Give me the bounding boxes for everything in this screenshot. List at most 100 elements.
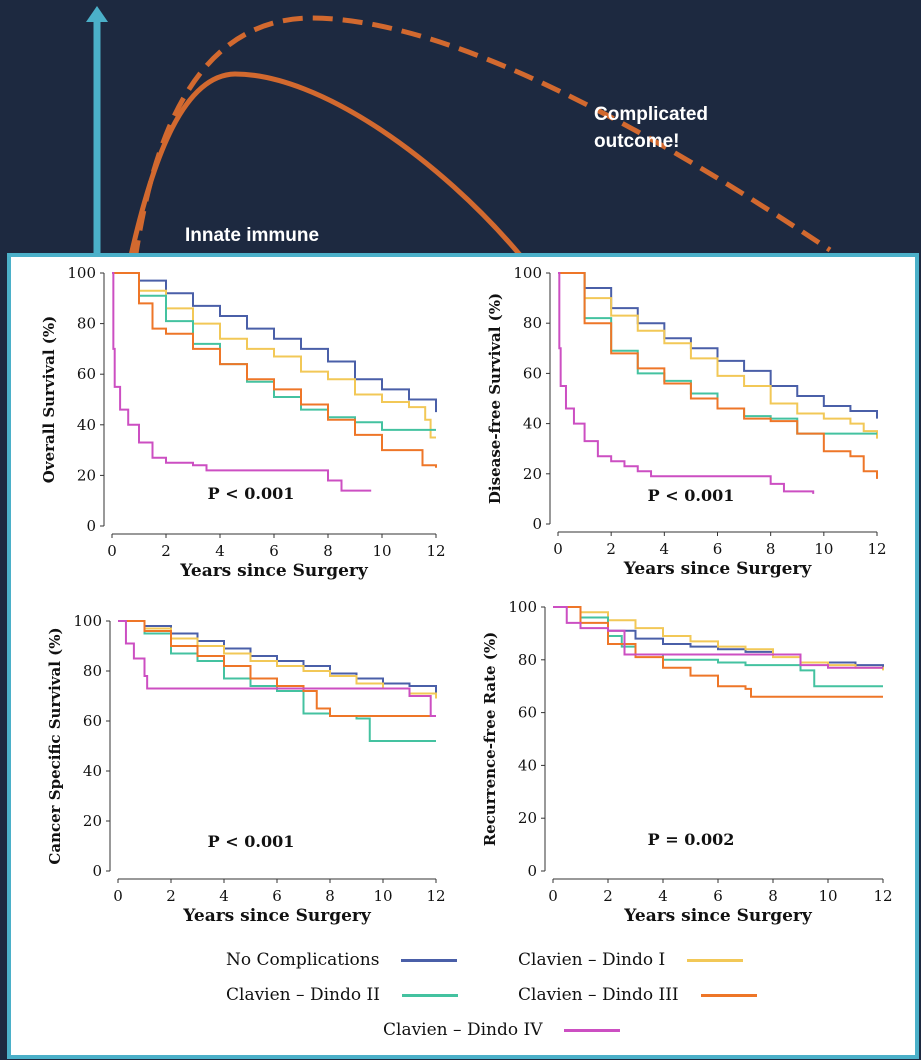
- x-tick-label: 8: [325, 887, 335, 905]
- arrow-head-icon: [86, 6, 108, 22]
- x-tick-label: 4: [215, 542, 225, 560]
- x-tick-label: 2: [606, 540, 616, 558]
- series-line-clavien-dindo-iii: [118, 620, 436, 717]
- legend-item-clavien-dindo-ii: Clavien – Dindo II: [226, 985, 458, 1005]
- x-tick-label: 2: [166, 887, 176, 905]
- series-line-clavien-dindo-iii: [112, 272, 437, 468]
- y-tick-label: 0: [86, 517, 96, 535]
- chart-2: 0 20 40 60 80 100 0 2 4 6 8 10 12 Years since Surgery…: [486, 264, 887, 579]
- legend-label: Clavien – Dindo I: [518, 950, 666, 970]
- chart-3: 0 20 40 60 80 100 0 2 4 6 8 10 12 Years since Surgery…: [46, 612, 446, 926]
- y-tick-label: 100: [508, 598, 537, 616]
- legend-swatch: [564, 1028, 621, 1032]
- p-value-annotation: P < 0.001: [208, 832, 295, 851]
- complicated-outcome-label: Complicated outcome!: [594, 104, 709, 152]
- x-tick-label: 4: [660, 540, 670, 558]
- p-value-annotation: P < 0.001: [208, 484, 295, 503]
- y-tick-label: 40: [77, 416, 96, 434]
- x-tick-label: 0: [553, 540, 563, 558]
- y-tick-label: 100: [73, 612, 102, 630]
- x-tick-label: 12: [867, 540, 886, 558]
- y-tick-label: 0: [527, 862, 537, 880]
- p-value-annotation: P = 0.002: [648, 830, 735, 849]
- x-tick-label: 6: [713, 887, 723, 905]
- y-tick-label: 40: [83, 762, 102, 780]
- x-tick-label: 10: [373, 887, 392, 905]
- legend-swatch: [700, 993, 757, 997]
- x-tick-label: 6: [269, 542, 279, 560]
- y-tick-label: 80: [523, 314, 542, 332]
- y-tick-label: 60: [523, 364, 542, 382]
- legend-label: No Complications: [226, 950, 380, 970]
- y-tick-label: 100: [513, 264, 542, 282]
- legend-swatch: [401, 993, 458, 997]
- innate-immune-label: Innate immune: [185, 225, 320, 246]
- x-tick-label: 0: [113, 887, 123, 905]
- legend-item-clavien-dindo-i: Clavien – Dindo I: [518, 950, 744, 970]
- x-tick-label: 4: [219, 887, 229, 905]
- x-tick-label: 6: [713, 540, 723, 558]
- legend-swatch: [401, 958, 458, 962]
- x-tick-label: 0: [548, 887, 558, 905]
- series-line-clavien-dindo-iii: [553, 606, 883, 698]
- y-tick-label: 20: [518, 809, 537, 827]
- series-line-no-complications: [553, 606, 884, 668]
- x-axis-label: Years since Surgery: [623, 559, 813, 579]
- legend-label: Clavien – Dindo II: [226, 985, 380, 1005]
- y-tick-label: 0: [92, 862, 102, 880]
- series-line-clavien-dindo-iii: [558, 272, 878, 479]
- x-tick-label: 2: [161, 542, 171, 560]
- x-axis-label: Years since Surgery: [623, 906, 813, 926]
- y-tick-label: 20: [523, 465, 542, 483]
- chart-4: 0 20 40 60 80 100 0 2 4 6 8 10 12 Years since Surgery…: [481, 598, 893, 926]
- legend-item-clavien-dindo-iv: Clavien – Dindo IV: [383, 1020, 621, 1040]
- x-tick-label: 4: [658, 887, 668, 905]
- x-tick-label: 8: [768, 887, 778, 905]
- y-axis-label: Recurrence-free Rate (%): [481, 632, 499, 847]
- legend-item-clavien-dindo-iii: Clavien – Dindo III: [518, 985, 757, 1005]
- y-tick-label: 100: [67, 264, 96, 282]
- x-tick-label: 12: [426, 542, 445, 560]
- y-axis-label: Overall Survival (%): [40, 316, 58, 483]
- x-tick-label: 8: [323, 542, 333, 560]
- y-axis-label: Cancer Specific Survival (%): [46, 627, 64, 864]
- x-tick-label: 10: [372, 542, 391, 560]
- y-tick-label: 60: [77, 365, 96, 383]
- x-axis-label: Years since Surgery: [182, 906, 372, 926]
- x-tick-label: 10: [818, 887, 837, 905]
- series-line-clavien-dindo-iv: [553, 606, 883, 669]
- series-line-clavien-dindo-i: [558, 272, 878, 439]
- legend-label: Clavien – Dindo IV: [383, 1020, 543, 1040]
- y-tick-label: 40: [523, 415, 542, 433]
- y-axis-label: Disease-free Survival (%): [486, 293, 504, 504]
- chart-1: 0 20 40 60 80 100 0 2 4 6 8 10 12 Years since Surgery…: [40, 264, 446, 581]
- y-tick-label: 80: [518, 651, 537, 669]
- y-tick-label: 60: [518, 704, 537, 722]
- y-tick-label: 20: [77, 466, 96, 484]
- x-tick-label: 10: [814, 540, 833, 558]
- x-axis-label: Years since Surgery: [179, 561, 369, 581]
- normal-curve: [127, 71, 522, 261]
- y-tick-label: 20: [83, 812, 102, 830]
- x-tick-label: 12: [873, 887, 892, 905]
- legend-item-no-complications: No Complications: [226, 950, 458, 970]
- legend-swatch: [687, 958, 744, 962]
- series-line-clavien-dindo-iv: [118, 620, 436, 717]
- series-line-clavien-dindo-iv: [558, 272, 815, 494]
- x-tick-label: 8: [766, 540, 776, 558]
- y-tick-label: 80: [83, 662, 102, 680]
- p-value-annotation: P < 0.001: [648, 486, 735, 505]
- y-tick-label: 0: [532, 515, 542, 533]
- series-line-clavien-dindo-iv: [112, 272, 372, 492]
- y-tick-label: 40: [518, 756, 537, 774]
- legend-label: Clavien – Dindo III: [518, 985, 679, 1005]
- y-tick-label: 60: [83, 712, 102, 730]
- series-line-clavien-dindo-i: [112, 272, 436, 439]
- x-tick-label: 6: [272, 887, 282, 905]
- survival-charts-panel: 0 20 40 60 80 100 0 2 4 6 8 10 12 Years since Surgery…: [7, 253, 919, 1059]
- x-tick-label: 2: [603, 887, 613, 905]
- y-tick-label: 80: [77, 315, 96, 333]
- x-tick-label: 0: [107, 542, 117, 560]
